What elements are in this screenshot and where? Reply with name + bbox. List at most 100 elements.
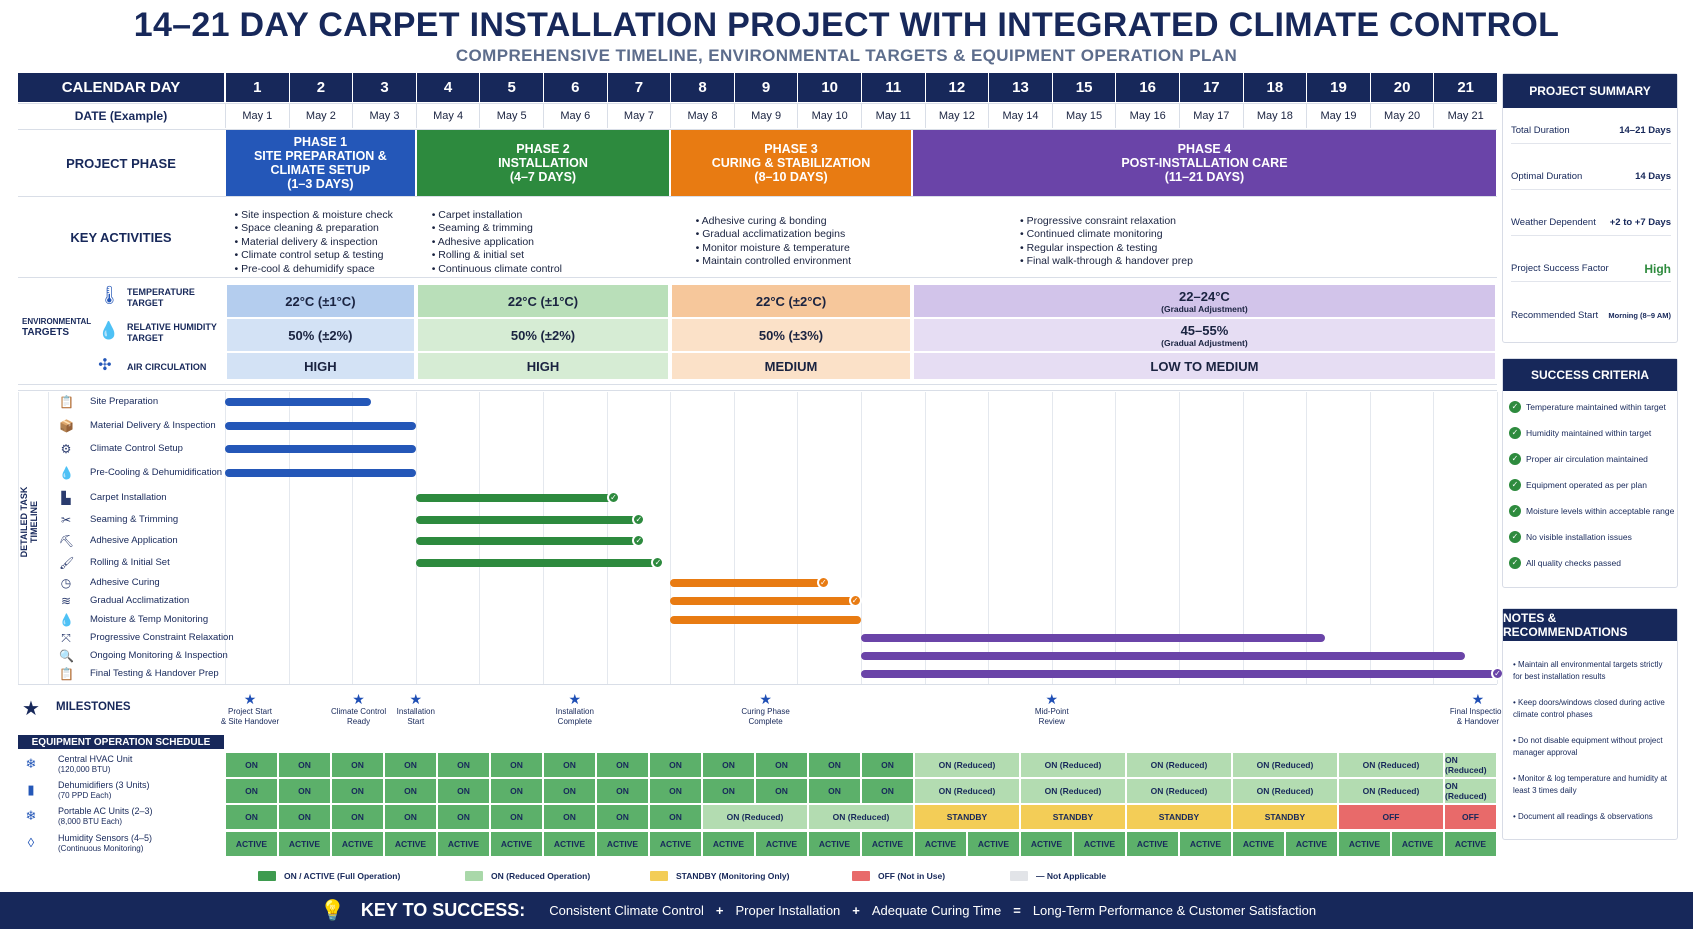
day-header-19: 19: [1307, 73, 1370, 102]
grid-line: [18, 103, 1497, 104]
day-header-2: 2: [289, 73, 353, 102]
equipment-cell: ON: [597, 753, 648, 777]
activity-item: • Adhesive application: [431, 235, 535, 248]
criteria-item: ✓ Moisture levels within acceptable range: [1509, 505, 1674, 517]
equipment-cell: ON: [703, 753, 754, 777]
activity-item: • Final walk-through & handover prep: [1020, 255, 1193, 267]
equipment-cell: ON: [279, 805, 330, 829]
equipment-cell: ON: [332, 753, 383, 777]
phase-name: PHASE 1: [293, 135, 348, 149]
equipment-cell: ON: [544, 805, 595, 829]
milestone-star-icon: ★: [352, 691, 365, 707]
equipment-cell: ON: [491, 805, 542, 829]
equipment-cell: ON (Reduced): [915, 779, 1019, 803]
milestone: ★ Curing Phase Complete: [721, 692, 811, 726]
legend-swatch: [1010, 871, 1028, 881]
legend-label: OFF (Not in Use): [878, 871, 946, 881]
task-label: Site Preparation: [90, 396, 159, 407]
legend-label: — Not Applicable: [1036, 871, 1107, 881]
air-circulation-cell: MEDIUM: [672, 353, 910, 379]
grid-line: [225, 392, 226, 684]
humidity-target-cell: 50% (±2%): [417, 319, 669, 351]
legend-swatch: [852, 871, 870, 881]
grid-line: [1497, 392, 1498, 684]
date-header: May 15: [1051, 104, 1116, 128]
summary-key: Recommended Start: [1511, 309, 1599, 321]
date-header: May 8: [670, 104, 734, 128]
date-header: May 9: [733, 104, 798, 128]
equipment-cell: ON: [809, 753, 860, 777]
day-header-6: 6: [544, 73, 607, 102]
activity-item: • Material delivery & inspection: [234, 235, 378, 248]
task-bar: [861, 670, 1497, 678]
key-activities-label: KEY ACTIVITIES: [70, 229, 172, 245]
task-label: Adhesive Application: [90, 535, 178, 546]
equipment-cell: ON: [226, 753, 277, 777]
milestone: ★ Project Start & Site Handover: [205, 692, 295, 726]
task-bar: [861, 634, 1326, 642]
day-header-15: 15: [1052, 73, 1116, 102]
equipment-name: Dehumidifiers (3 Units): [58, 780, 150, 790]
date-header: May 18: [1242, 104, 1307, 128]
date-header: May 5: [479, 104, 543, 128]
temp-value: 22°C (±2°C): [755, 293, 827, 309]
temp-target-cell: 22–24°C (Gradual Adjustment): [913, 285, 1495, 317]
check-icon: ✓: [632, 513, 646, 526]
equipment-cell: ACTIVE: [438, 832, 489, 856]
equipment-cell: STANDBY: [915, 805, 1019, 829]
humidity-target-cell: 50% (±2%): [227, 319, 414, 351]
legend-label: STANDBY (Monitoring Only): [676, 871, 790, 881]
equipment-cell: ON: [809, 779, 860, 803]
footer-item: Proper Installation: [735, 903, 841, 918]
equipment-cell: STANDBY: [1127, 805, 1231, 829]
phase-days: (1–3 DAYS): [287, 177, 354, 191]
equipment-cell: ON (Reduced): [1233, 753, 1337, 777]
task-label: Climate Control Setup: [90, 443, 183, 454]
summary-row: Recommended Start Morning (8–9 AM): [1511, 302, 1671, 328]
summary-row: Total Duration 14–21 Days: [1511, 118, 1671, 144]
date-header: May 4: [415, 104, 480, 128]
activity-item: • Space cleaning & preparation: [234, 222, 379, 234]
grid-line: [924, 392, 926, 684]
humidity-value: 50% (±3%): [758, 327, 824, 343]
equipment-label: Portable AC Units (2–3) (8,000 BTU Each): [58, 806, 218, 827]
humidity-value: 50% (±2%): [510, 327, 576, 343]
footer-item: Long-Term Performance & Customer Satisfa…: [1032, 903, 1317, 918]
legend-item: — Not Applicable: [1010, 871, 1106, 881]
equipment-cell: STANDBY: [1233, 805, 1337, 829]
footer-item: =: [1013, 903, 1021, 918]
equipment-cell: ON (Reduced): [1445, 779, 1496, 803]
activity-item: • Continuous climate control: [431, 262, 563, 275]
equipment-cell: ACTIVE: [650, 832, 701, 856]
equipment-cell: ACTIVE: [1445, 832, 1496, 856]
phase-1-block: PHASE 1 SITE PREPARATION & CLIMATE SETUP(…: [226, 130, 415, 196]
criteria-item: ✓ Equipment operated as per plan: [1509, 479, 1647, 491]
equipment-cell: ACTIVE: [703, 832, 754, 856]
phase-3-block: PHASE 3 CURING & STABILIZATION (8–10 DAYS): [671, 130, 911, 196]
trowel-icon: ⛏: [59, 534, 75, 548]
equipment-cell: ON: [544, 753, 595, 777]
grid-line: [1115, 392, 1117, 684]
equipment-cell: ON: [756, 753, 807, 777]
equipment-label: Dehumidifiers (3 Units) (70 PPD Each): [58, 780, 218, 801]
grid-line: [670, 392, 672, 684]
equipment-cell: ACTIVE: [1233, 832, 1284, 856]
roller-icon: 🖌: [59, 556, 75, 570]
temp-value: 22°C (±1°C): [285, 293, 356, 309]
air-circulation-cell: HIGH: [417, 353, 669, 379]
task-label: Seaming & Trimming: [90, 514, 179, 525]
grid-line: [18, 384, 1497, 385]
equipment-label: Central HVAC Unit (120,000 BTU): [58, 754, 218, 775]
grid-line: [18, 392, 19, 684]
equipment-cell: ACTIVE: [279, 832, 330, 856]
project-summary-title: PROJECT SUMMARY: [1503, 74, 1677, 108]
waves-icon: ≋: [60, 594, 72, 608]
date-header: May 1: [225, 104, 289, 128]
air-circulation-cell: LOW TO MEDIUM: [913, 353, 1495, 379]
equipment-cell: ACTIVE: [226, 832, 277, 856]
phase-days: (11–21 DAYS): [1164, 170, 1245, 184]
milestone: ★ Final Inspection & Handover: [1433, 692, 1523, 726]
temp-value: 22–24°C: [1179, 288, 1230, 304]
activity-item: • Gradual acclimatization begins: [695, 228, 846, 240]
activity-item: • Continued climate monitoring: [1020, 228, 1163, 240]
